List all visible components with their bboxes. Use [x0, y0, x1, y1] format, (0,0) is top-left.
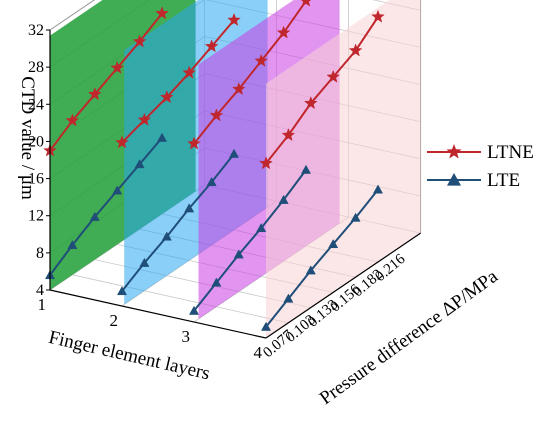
y-tick-label: 32 [28, 22, 44, 39]
series-line-lte-layer-3 [193, 169, 307, 312]
y-tick-label: 8 [36, 245, 44, 262]
data-point-lte-layer-2-p0 [116, 286, 128, 296]
data-point-ltne-layer-3-p3 [254, 53, 269, 67]
x-tick-label: 1 [38, 295, 47, 314]
gridline-floor-p [72, 274, 289, 324]
data-point-lte-layer-3-p3 [256, 222, 267, 233]
data-point-lte-layer-4-p0 [260, 321, 272, 331]
data-point-lte-layer-3-p2 [233, 249, 244, 259]
data-point-lte-layer-1-p5 [156, 132, 168, 142]
data-point-lte-layer-1-p1 [67, 239, 78, 250]
y-tick-label: 20 [28, 133, 44, 150]
data-point-ltne-layer-4-p4 [348, 43, 363, 57]
data-point-lte-layer-3-p1 [211, 277, 222, 287]
data-point-ltne-layer-3-p4 [276, 25, 291, 39]
legend-label-lte: LTE [487, 170, 520, 191]
legend-marker-ltne [446, 144, 462, 159]
data-point-lte-layer-3-p5 [300, 164, 312, 174]
data-point-lte-layer-4-p4 [350, 212, 361, 222]
data-point-ltne-layer-4-p5 [371, 9, 385, 23]
data-point-ltne-layer-4-p3 [326, 69, 341, 83]
z-axis-line [265, 232, 421, 339]
x-tick-label: 4 [254, 343, 263, 362]
data-point-ltne-layer-1-p1 [65, 113, 80, 127]
x-axis-line [49, 289, 267, 339]
data-point-ltne-layer-2-p2 [159, 90, 174, 104]
data-point-lte-layer-4-p5 [372, 184, 384, 194]
legend-marker-lte [447, 173, 461, 186]
y-tick-label: 4 [36, 282, 44, 299]
series-line-lte-layer-1 [49, 137, 163, 276]
x-tick-label: 2 [110, 311, 119, 330]
x-tick-label: 3 [182, 327, 191, 346]
data-point-ltne-layer-1-p5 [155, 6, 169, 20]
data-point-ltne-layer-1-p4 [132, 34, 147, 48]
data-point-lte-layer-3-p4 [278, 194, 289, 204]
data-point-ltne-layer-2-p5 [227, 12, 241, 26]
data-point-lte-layer-1-p3 [112, 185, 123, 195]
data-point-ltne-layer-3-p2 [231, 81, 246, 95]
layer-plane-4 [266, 0, 421, 338]
data-point-lte-layer-4-p1 [283, 293, 294, 303]
y-tick-label: 28 [28, 59, 44, 76]
series-line-lte-layer-2 [121, 153, 235, 292]
data-point-ltne-layer-1-p3 [110, 60, 125, 74]
series-line-ltne-layer-2 [121, 19, 235, 144]
data-point-lte-layer-1-p4 [134, 159, 145, 169]
legend-label-ltne: LTNE [487, 142, 534, 163]
data-point-ltne-layer-3-p5 [300, 0, 312, 7]
data-point-lte-layer-2-p1 [139, 257, 150, 267]
y-axis-title: CTD value / μm [17, 76, 38, 200]
data-point-ltne-layer-1-p2 [87, 87, 102, 101]
data-point-lte-layer-2-p4 [206, 176, 217, 186]
data-point-ltne-layer-2-p1 [137, 112, 152, 126]
y-tick-label: 12 [28, 208, 44, 225]
data-point-ltne-layer-2-p3 [182, 65, 197, 79]
y-tick-label: 16 [28, 171, 44, 188]
chart-axes [49, 30, 421, 339]
data-point-lte-layer-2-p3 [184, 203, 195, 213]
top-frame [49, 0, 96, 31]
data-point-lte-layer-2-p2 [161, 231, 172, 241]
series-line-lte-layer-4 [265, 188, 379, 328]
data-point-ltne-layer-3-p0 [187, 136, 201, 150]
data-point-lte-layer-1-p2 [89, 211, 100, 221]
data-point-ltne-layer-4-p1 [281, 127, 296, 142]
data-point-lte-layer-4-p2 [305, 265, 316, 275]
data-point-lte-layer-4-p3 [328, 238, 339, 249]
data-point-ltne-layer-4-p2 [303, 96, 318, 110]
data-point-ltne-layer-4-p0 [259, 156, 273, 170]
data-point-ltne-layer-3-p1 [209, 108, 224, 122]
data-point-ltne-layer-2-p4 [204, 39, 219, 53]
y-tick-label: 24 [28, 96, 44, 113]
data-point-ltne-layer-2-p0 [115, 135, 129, 149]
z-axis-title: Pressure difference ΔP/MPa [316, 266, 502, 409]
data-point-lte-layer-2-p5 [228, 148, 240, 158]
data-point-lte-layer-3-p0 [188, 305, 200, 315]
chart-series [43, 0, 385, 331]
chart-legend: LTNE LTE [427, 142, 534, 191]
